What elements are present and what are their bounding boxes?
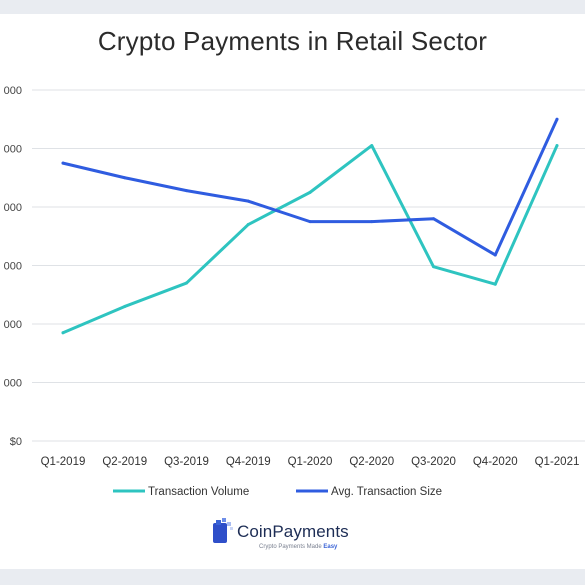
- y-tick-label: $0: [10, 436, 22, 448]
- data-point: [308, 190, 312, 194]
- data-point: [123, 304, 127, 308]
- x-tick-label: Q1-2019: [41, 456, 86, 468]
- logo-tagline: Crypto Payments Made Easy: [259, 544, 338, 550]
- series-line-0: [61, 144, 559, 335]
- x-tick-label: Q4-2020: [473, 456, 518, 468]
- data-point: [185, 281, 188, 285]
- x-axis-ticks: Q1-2019 Q2-2019 Q3-2019 Q4-2019 Q1-2020 Q2-20…: [41, 456, 580, 468]
- y-tick-label: 000: [4, 319, 22, 331]
- x-tick-label: Q3-2019: [164, 456, 209, 468]
- x-tick-label: Q4-2019: [226, 456, 271, 468]
- y-tick-label: 000: [4, 202, 22, 214]
- y-tick-label: 000: [4, 378, 22, 390]
- legend: Transaction Volume Avg. Transaction Size: [113, 486, 442, 498]
- y-axis-ticks: $0 000 000 000 000 000 000: [4, 85, 22, 448]
- y-tick-label: 000: [4, 85, 22, 97]
- data-point: [555, 144, 559, 148]
- data-point: [308, 220, 312, 224]
- legend-label: Transaction Volume: [148, 486, 249, 498]
- y-tick-label: 000: [4, 144, 22, 156]
- x-tick-label: Q1-2020: [288, 456, 333, 468]
- logo-wordmark: CoinPayments: [237, 522, 349, 541]
- x-tick-label: Q1-2021: [535, 456, 580, 468]
- data-point: [432, 217, 435, 221]
- legend-label: Avg. Transaction Size: [331, 486, 442, 498]
- data-point: [555, 117, 559, 121]
- data-point: [493, 282, 497, 286]
- x-tick-label: Q3-2020: [411, 456, 456, 468]
- coinpayments-logo: CoinPayments Crypto Payments Made Easy: [213, 516, 373, 556]
- x-tick-label: Q2-2020: [349, 456, 394, 468]
- gridlines: [32, 89, 585, 442]
- coinpayments-logo-icon: [213, 518, 233, 543]
- data-point: [246, 199, 250, 203]
- data-point: [370, 220, 374, 224]
- series-lines: [61, 117, 559, 335]
- data-point: [185, 189, 188, 193]
- data-point: [370, 144, 374, 148]
- data-point: [246, 223, 250, 227]
- data-point: [432, 265, 435, 269]
- data-point: [61, 331, 65, 335]
- y-tick-label: 000: [4, 261, 22, 273]
- data-point: [493, 253, 497, 257]
- series-line-1: [61, 117, 559, 257]
- x-tick-label: Q2-2019: [102, 456, 147, 468]
- chart-card: [0, 14, 585, 569]
- chart-title: Crypto Payments in Retail Sector: [97, 26, 488, 56]
- data-point: [123, 176, 127, 180]
- data-point: [61, 161, 65, 165]
